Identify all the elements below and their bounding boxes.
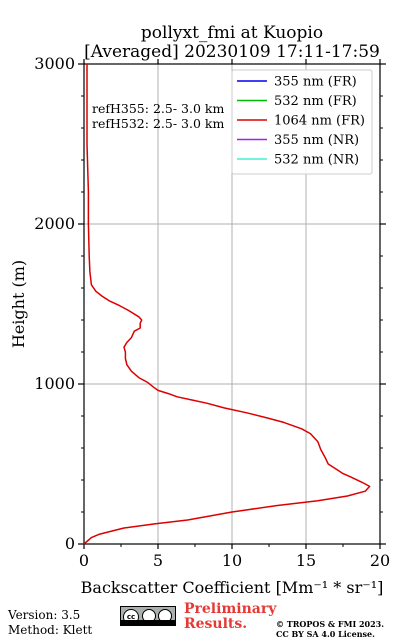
chart-subtitle: [Averaged] 20230109 17:11-17:59 [84, 42, 380, 62]
copyright-line-1: © TROPOS & FMI 2023. [276, 619, 385, 629]
cc-license-badge: cc [120, 606, 176, 626]
x-tick-label: 10 [222, 551, 242, 570]
copyright-text: © TROPOS & FMI 2023. CC BY SA 4.0 Licens… [276, 619, 400, 639]
ref-note-355: refH355: 2.5- 3.0 km [92, 101, 224, 116]
legend: 355 nm (FR) 532 nm (FR) 1064 nm (FR) 355 nm… [231, 69, 373, 175]
legend-label: 532 nm (FR) [274, 94, 357, 109]
y-tick-label: 0 [65, 534, 75, 553]
y-tick-label: 1000 [34, 374, 75, 393]
x-tick-label: 0 [79, 551, 89, 570]
x-axis-label: Backscatter Coefficient [Mm⁻¹ * sr⁻¹] [81, 578, 384, 597]
chart-title: pollyxt_fmi at Kuopio [141, 23, 323, 43]
backscatter-chart: pollyxt_fmi at Kuopio [Averaged] 2023010… [9, 23, 390, 597]
legend-label: 1064 nm (FR) [274, 114, 365, 129]
y-tick-label: 2000 [34, 214, 75, 233]
plot-frame [83, 63, 381, 545]
method-text: Method: Klett [8, 623, 93, 637]
x-tick-label: 15 [296, 551, 316, 570]
version-text: Version: 3.5 [8, 608, 81, 622]
legend-label: 355 nm (FR) [274, 75, 357, 90]
ref-note-532: refH532: 2.5- 3.0 km [92, 116, 224, 131]
legend-label: 355 nm (NR) [274, 133, 359, 148]
legend-label: 532 nm (NR) [274, 153, 359, 168]
series-lines [83, 64, 371, 545]
x-tick-label: 20 [370, 551, 390, 570]
y-axis-label: Height (m) [9, 260, 28, 348]
copyright-line-2: CC BY SA 4.0 License. [276, 629, 375, 639]
preliminary-results: Preliminary Results. [184, 601, 277, 632]
y-tick-label: 3000 [34, 54, 75, 73]
x-tick-label: 5 [153, 551, 163, 570]
series-line-1064nm-fr [83, 64, 371, 545]
legend-box [231, 69, 373, 175]
axis-ticks: 0 5 10 15 20 0 1000 2000 3000 [34, 54, 390, 570]
